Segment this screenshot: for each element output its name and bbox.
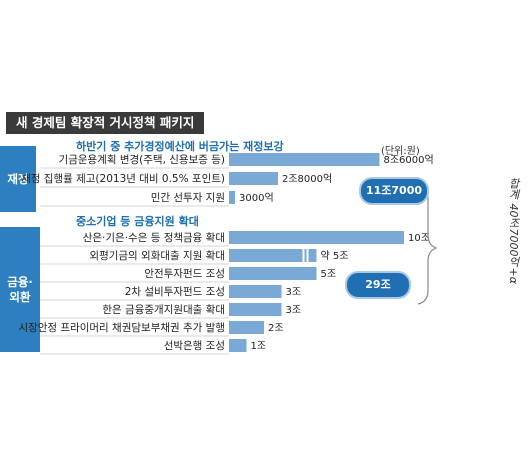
category-label: 산은·기은·수은 등 정책금융 확대 (83, 231, 225, 244)
bar (229, 339, 247, 352)
category-label: 기금운용계획 변경(주택, 신용보증 등) (59, 153, 225, 166)
bar (229, 321, 264, 334)
chart-title: 새 경제팀 확장적 거시정책 패키지 (6, 112, 205, 134)
bar (229, 249, 317, 262)
approx-break (302, 248, 305, 263)
value-label: 3조 (286, 287, 302, 298)
value-label: 5조 (321, 269, 337, 280)
subtotal-badge-finance: 29조 (345, 271, 411, 299)
total-label: 합계 40조7000억+α (507, 178, 520, 284)
section-title-fiscal: 하반기 중 추가경정예산에 버금가는 재정보강 (76, 140, 284, 153)
section-side-label-finance: 금융·외환 (0, 227, 40, 352)
bar (229, 231, 404, 244)
bar (229, 191, 235, 204)
bar (229, 303, 282, 316)
value-label: 8조6000억 (384, 154, 434, 166)
value-label: 10조 (408, 233, 430, 244)
subtotal-badge-fiscal: 11조7000억 (359, 177, 429, 221)
value-label: 3000억 (239, 192, 274, 204)
bar (229, 172, 278, 185)
value-label: 2조8000억 (282, 173, 332, 185)
category-label: 선박은행 조성 (164, 340, 225, 352)
category-label: 시장안정 프라이머리 채권담보부채권 추가 발행 (18, 322, 225, 334)
category-label: 한은 금융중개지원대출 확대 (102, 303, 225, 316)
category-label: 2차 설비투자펀드 조성 (125, 286, 225, 298)
unit-label: (단위:원) (381, 146, 420, 157)
approx-break (306, 248, 309, 263)
value-label: 1조 (251, 341, 267, 352)
section-side-label-fiscal: 재정 (0, 146, 36, 212)
bar (229, 153, 380, 166)
bar (229, 285, 282, 298)
value-label: 약 5조 (321, 250, 349, 262)
category-label: 안전투자펀드 조성 (144, 268, 225, 280)
bar (229, 267, 317, 280)
category-label: 민간 선투자 지원 (151, 192, 225, 204)
section-title-finance: 중소기업 등 금융지원 확대 (76, 215, 199, 228)
category-label: 외평기금의 외화대출 지원 확대 (89, 249, 225, 262)
value-label: 3조 (286, 305, 302, 316)
value-label: 2조 (268, 323, 284, 334)
category-label: 재정 집행률 제고(2013년 대비 0.5% 포인트) (21, 173, 225, 185)
